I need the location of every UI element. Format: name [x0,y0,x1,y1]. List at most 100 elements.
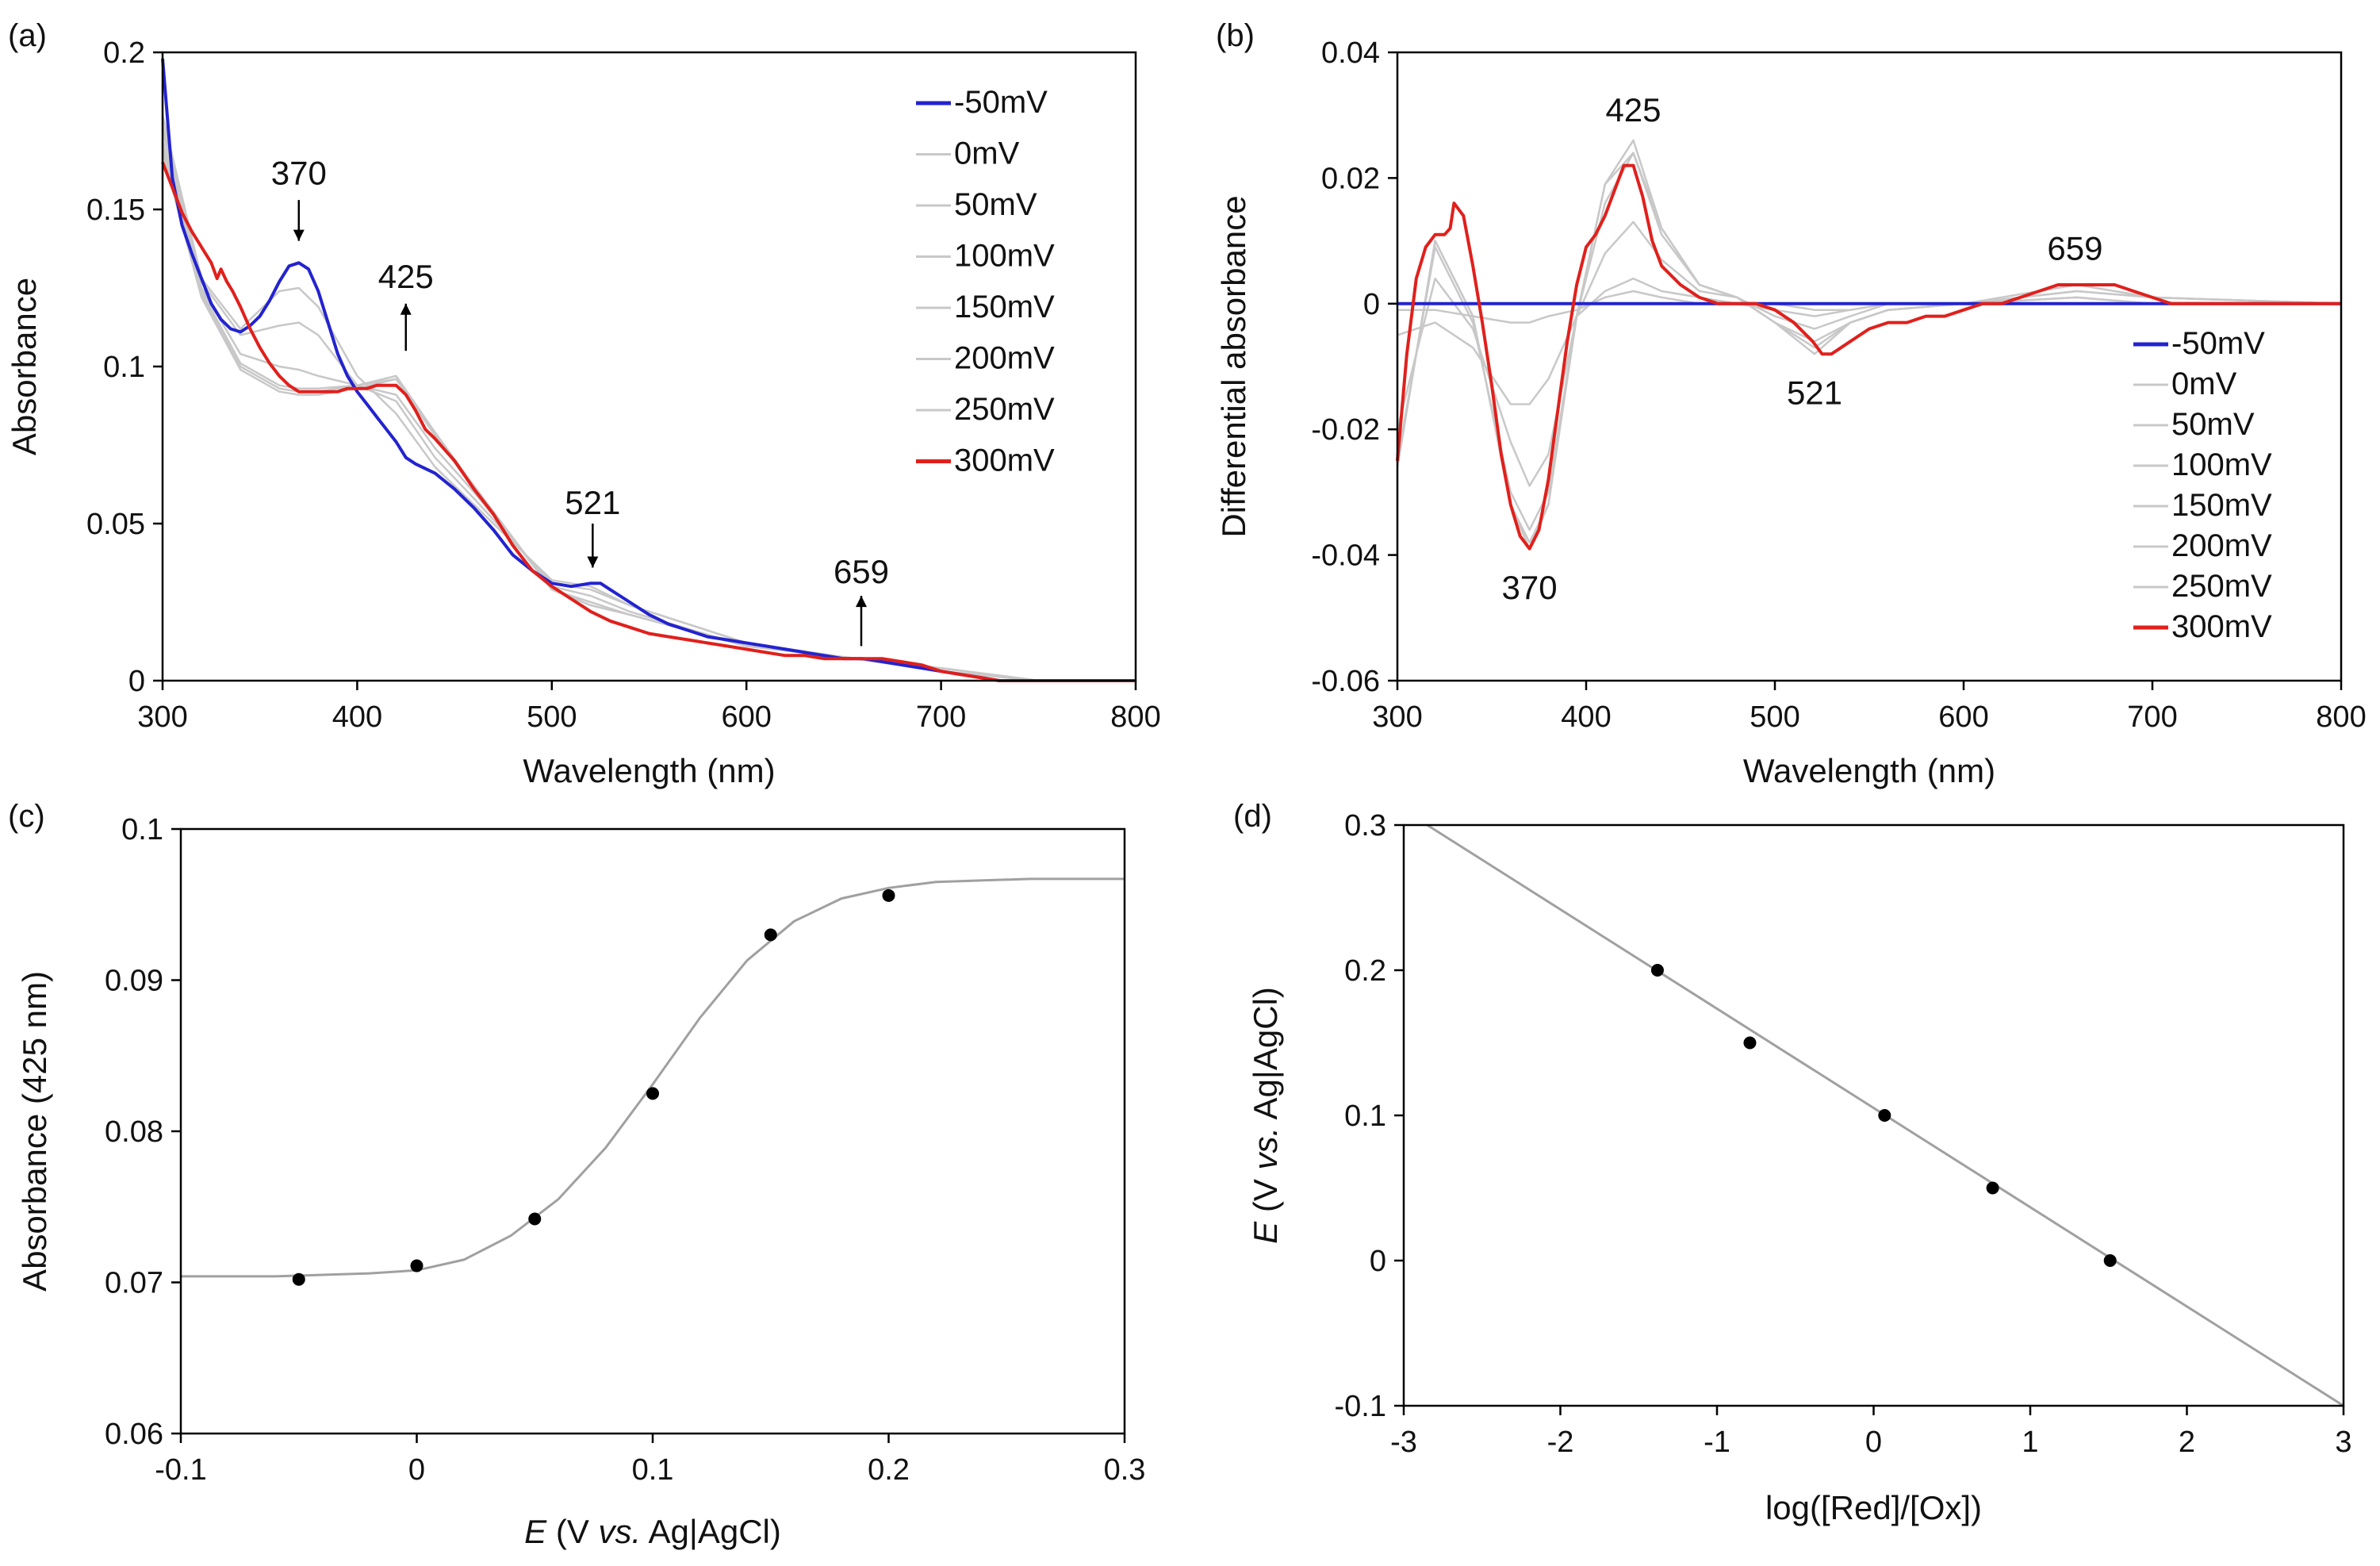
panel-c: (c) -0.1 0 0.1 0.2 0.3 0.06 0.07 0.08 0.09 0.1 E (V… [8,799,1145,1550]
y-tick-label: 0.2 [103,36,145,70]
legend-label: 100mV [954,239,1055,274]
series-line [161,58,1136,682]
y-tick-label: 0.09 [105,965,163,998]
data-point [2103,1254,2117,1267]
x-tick-label: -1 [1704,1426,1730,1459]
plot-frame [1396,51,2343,682]
y-tick-label: 0 [1370,1245,1386,1278]
x-tick-label: 1 [2022,1426,2038,1459]
data-point [528,1212,542,1226]
x-tick-label: 0.2 [868,1453,910,1487]
y-tick-label: 0.3 [1344,809,1386,842]
legend-label: 100mV [2171,447,2272,482]
x-tick-label: 500 [1750,700,1799,734]
x-tick-label: 800 [2316,700,2366,734]
y-tick-label: -0.02 [1311,413,1380,447]
y-tick-label: 0.07 [105,1267,163,1300]
panel-label: (d) [1233,799,1272,834]
panel-d: (d) -3 -2 -1 0 1 2 3 -0.1 0 0.1 0.2 0.3 log([Red]/[Ox… [1233,799,2352,1526]
axis-label-part: E [524,1513,547,1550]
x-tick-label: 600 [1938,700,1988,734]
peak-annotation: 425 [1605,91,1661,129]
y-tick-label: 0.04 [1321,36,1380,70]
x-tick-label: 800 [1110,700,1160,734]
peak-annotation: 521 [1787,374,1842,412]
x-tick-label: 700 [916,700,966,734]
annotation-arrow-head [293,229,305,241]
x-tick-label: 300 [137,700,187,734]
x-axis-label: log([Red]/[Ox]) [1765,1489,1982,1526]
axis-label-part: vs. [599,1513,642,1550]
panel-label: (c) [8,799,45,834]
x-tick-label: 0.3 [1104,1453,1146,1487]
legend: -50mV 0mV 50mV 100mV 150mV 200mV 250mV 300mV [916,85,1055,478]
axis-label-part: (V [546,1513,598,1550]
panel-a: (a) 300 400 500 600 700 800 0 0.05 0.1 0.15 0.2 Wave… [6,18,1161,789]
peak-annotation: 370 [1502,569,1558,606]
data-point [1743,1036,1757,1050]
data-point [1650,964,1664,977]
x-tick-label: 400 [1561,700,1611,734]
axis-label-part: E [1247,1221,1284,1244]
y-tick-label: 0.1 [103,351,145,384]
panel-label: (a) [8,18,47,53]
legend-label: 150mV [954,290,1055,324]
legend-label: -50mV [954,85,1048,120]
legend: -50mV 0mV 50mV 100mV 150mV 200mV 250mV 300mV [2133,326,2272,644]
legend-label: 150mV [2171,488,2272,523]
fit-line [181,877,1125,1278]
data-point [764,928,777,942]
y-tick-label: 0.15 [86,194,145,227]
legend-label: 250mV [954,392,1055,427]
x-tick-label: 3 [2335,1426,2351,1459]
x-axis-label: Wavelength (nm) [1743,752,1995,789]
series-group [1426,823,2344,1407]
series-group [1396,139,2342,551]
legend-label: 200mV [2171,528,2272,563]
data-point [1878,1109,1891,1122]
data-point [882,889,895,902]
data-point [646,1087,659,1100]
legend-label: 250mV [2171,569,2272,604]
legend-label: 0mV [954,136,1020,171]
legend-label: 300mV [2171,609,2272,644]
y-tick-label: 0.2 [1344,954,1386,988]
data-point [1986,1181,1999,1195]
annotation-arrow-head [587,556,599,568]
x-tick-label: -3 [1390,1426,1417,1459]
y-tick-label: 0 [128,665,145,698]
y-tick-label: 0.05 [86,508,145,541]
y-tick-label: 0.1 [121,813,163,846]
panel-label: (b) [1216,18,1255,53]
annotation-arrow-head [400,303,412,315]
axis-label-part: Ag|AgCl) [1247,987,1284,1127]
series-line [1396,163,2341,551]
peak-annotation: 659 [2047,229,2102,267]
peak-annotation: 425 [378,258,434,295]
panel-b: (b) 300 400 500 600 700 800 -0.06 -0.04 -0.02 0 0.0… [1215,18,2367,789]
y-tick-label: 0.08 [105,1115,163,1149]
y-tick-label: 0.1 [1344,1100,1386,1133]
x-tick-label: -2 [1547,1426,1574,1459]
series-group [161,58,1136,682]
data-point [292,1272,305,1286]
x-axis-label: Wavelength (nm) [523,752,775,789]
x-tick-label: 700 [2127,700,2177,734]
x-tick-label: 0.1 [632,1453,674,1487]
y-tick-label: -0.06 [1311,665,1380,698]
legend-label: 200mV [954,341,1055,376]
y-axis-label: E (V vs. Ag|AgCl) [1247,987,1284,1244]
x-tick-label: 600 [721,700,771,734]
axis-label-part: vs. [1247,1127,1284,1170]
legend-label: 50mV [954,187,1037,222]
y-axis-label: Differential absorbance [1215,195,1252,537]
y-tick-label: 0.06 [105,1418,163,1451]
legend-label: -50mV [2171,326,2265,361]
y-tick-label: -0.1 [1335,1390,1386,1423]
annotation-arrow-head [855,596,867,608]
axis-label-part: (V [1247,1169,1284,1221]
legend-label: 50mV [2171,407,2255,442]
axis-label-part: Ag|AgCl) [641,1513,781,1550]
x-tick-label: 300 [1372,700,1422,734]
